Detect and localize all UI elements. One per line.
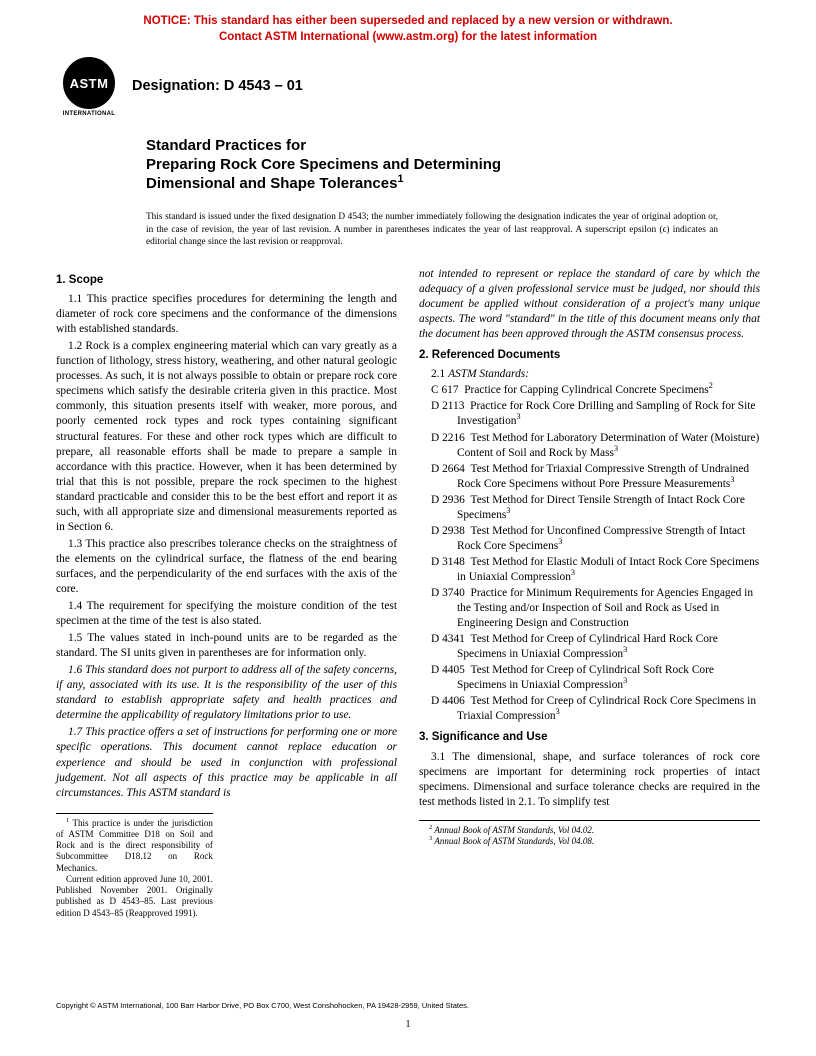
para-1-5: 1.5 The values stated in inch-pound unit… [56,631,397,661]
para-1-3: 1.3 This practice also prescribes tolera… [56,537,397,597]
ref-item: D 3740 Practice for Minimum Requirements… [419,586,760,631]
footnote-3-text: Annual Book of ASTM Standards, Vol 04.08… [432,836,594,846]
notice-banner: NOTICE: This standard has either been su… [0,0,816,51]
ref-item: D 3148 Test Method for Elastic Moduli of… [419,555,760,585]
footnotes-right: 2 Annual Book of ASTM Standards, Vol 04.… [419,820,760,848]
astm-logo: ASTM INTERNATIONAL [60,57,118,115]
para-3-1: 3.1 The dimensional, shape, and surface … [419,750,760,810]
ref-item: D 4405 Test Method for Creep of Cylindri… [419,663,760,693]
ref-item: D 2664 Test Method for Triaxial Compress… [419,462,760,492]
issuance-note: This standard is issued under the fixed … [0,201,816,263]
footnotes-left: 1 This practice is under the jurisdictio… [56,813,213,919]
title-block: Standard Practices for Preparing Rock Co… [0,119,816,201]
ref-item: D 4406 Test Method for Creep of Cylindri… [419,694,760,724]
right-column: not intended to represent or replace the… [419,267,760,919]
logo-circle: ASTM [63,57,115,109]
left-column: 1. Scope 1.1 This practice specifies pro… [56,267,397,919]
refdocs-sub: 2.1 ASTM Standards: [419,367,760,382]
page-number: 1 [0,1019,816,1030]
title-line2: Preparing Rock Core Specimens and Determ… [146,156,501,173]
significance-heading: 3. Significance and Use [419,730,760,745]
header-row: ASTM INTERNATIONAL Designation: D 4543 –… [0,51,816,119]
title-line3: Dimensional and Shape Tolerances [146,175,397,192]
body-columns: 1. Scope 1.1 This practice specifies pro… [0,263,816,919]
footnote-1: 1 This practice is under the jurisdictio… [56,818,213,874]
ref-item: D 2113 Practice for Rock Core Drilling a… [419,399,760,429]
para-1-7a: 1.7 This practice offers a set of instru… [56,725,397,800]
title-line1: Standard Practices for [146,137,726,156]
ref-item: C 617 Practice for Capping Cylindrical C… [419,383,760,398]
logo-sub-text: INTERNATIONAL [60,111,118,117]
footnote-2-text: Annual Book of ASTM Standards, Vol 04.02… [432,825,594,835]
refs-list: C 617 Practice for Capping Cylindrical C… [419,383,760,724]
para-1-7b: not intended to represent or replace the… [419,267,760,342]
title-footnote-ref: 1 [397,173,403,185]
para-1-2: 1.2 Rock is a complex engineering materi… [56,339,397,535]
footnote-1-text: This practice is under the jurisdiction … [56,818,213,873]
copyright-line: Copyright © ASTM International, 100 Barr… [56,1001,469,1010]
ref-item: D 2936 Test Method for Direct Tensile St… [419,493,760,523]
para-1-4: 1.4 The requirement for specifying the m… [56,599,397,629]
para-1-6: 1.6 This standard does not purport to ad… [56,663,397,723]
para-1-1: 1.1 This practice specifies procedures f… [56,292,397,337]
footnote-3: 3 Annual Book of ASTM Standards, Vol 04.… [419,836,760,847]
ref-item: D 4341 Test Method for Creep of Cylindri… [419,632,760,662]
ref-item: D 2216 Test Method for Laboratory Determ… [419,431,760,461]
refdocs-heading: 2. Referenced Documents [419,348,760,363]
notice-line2: Contact ASTM International (www.astm.org… [219,31,597,43]
logo-main-text: ASTM [70,76,109,91]
notice-line1: NOTICE: This standard has either been su… [143,15,672,27]
footnote-2: 2 Annual Book of ASTM Standards, Vol 04.… [419,825,760,836]
ref-item: D 2938 Test Method for Unconfined Compre… [419,524,760,554]
scope-heading: 1. Scope [56,273,397,288]
footnote-1b: Current edition approved June 10, 2001. … [56,874,213,919]
designation: Designation: D 4543 – 01 [132,78,303,94]
